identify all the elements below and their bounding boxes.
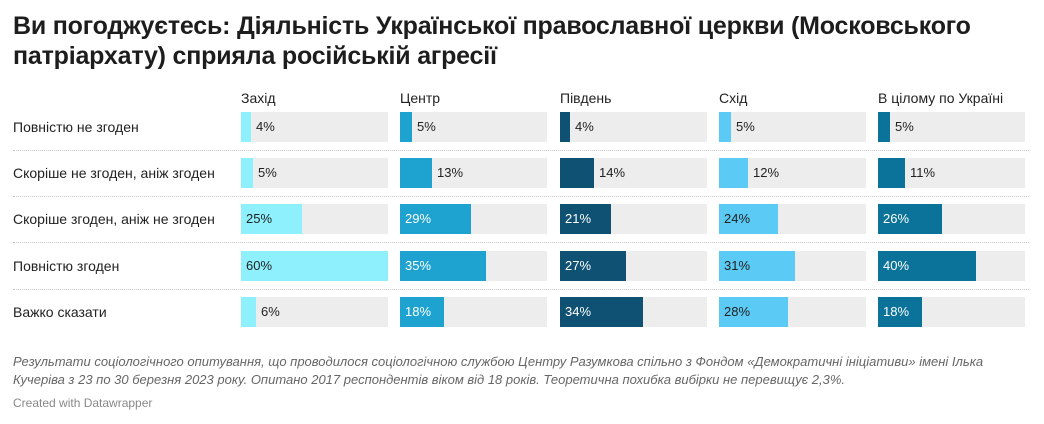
row-label: Скоріше згоден, аніж не згоден	[13, 211, 215, 227]
column-header: В цілому по Україні	[878, 90, 1004, 106]
bar	[719, 297, 788, 327]
data-label: 28%	[724, 304, 751, 319]
row-label: Скоріше не згоден, аніж згоден	[13, 165, 215, 181]
data-label: 40%	[883, 258, 910, 273]
data-label: 5%	[258, 165, 277, 180]
bar-track	[878, 112, 1025, 142]
data-label: 25%	[246, 211, 273, 226]
bar-track	[241, 112, 388, 142]
row-label: Повністю згоден	[13, 258, 120, 274]
bar-track	[241, 158, 388, 188]
data-label: 27%	[565, 258, 592, 273]
bar	[400, 251, 486, 281]
column-header: Схід	[719, 90, 748, 106]
row-separator	[13, 196, 1029, 197]
bar	[400, 204, 471, 234]
bar	[241, 112, 251, 142]
bar	[241, 297, 256, 327]
data-label: 4%	[256, 119, 275, 134]
row-separator	[13, 150, 1029, 151]
column-header: Захід	[241, 90, 276, 106]
data-label: 6%	[261, 304, 280, 319]
bar	[560, 297, 643, 327]
bar	[241, 251, 388, 281]
chart-notes: Результати соціологічного опитування, що…	[13, 354, 984, 387]
data-label: 11%	[910, 165, 936, 180]
bar	[878, 112, 890, 142]
bar	[719, 204, 778, 234]
data-label: 13%	[437, 165, 464, 180]
column-header: Центр	[400, 90, 441, 106]
bar	[719, 158, 748, 188]
data-label: 4%	[575, 119, 594, 134]
data-label: 26%	[883, 211, 910, 226]
bar-track	[560, 112, 707, 142]
bar	[560, 251, 626, 281]
bar	[878, 297, 922, 327]
row-separator	[13, 289, 1029, 290]
bar-track	[400, 112, 547, 142]
row-label: Важко сказати	[13, 304, 107, 320]
data-label: 35%	[405, 258, 432, 273]
data-label: 60%	[246, 258, 273, 273]
bar-track	[719, 112, 866, 142]
bar	[400, 112, 412, 142]
row-separator	[13, 242, 1029, 243]
bar	[560, 204, 611, 234]
bar	[400, 158, 432, 188]
data-label: 34%	[565, 304, 592, 319]
row-label: Повністю не згоден	[13, 119, 139, 135]
bar-track	[241, 297, 388, 327]
bar	[400, 297, 444, 327]
chart-title: Ви погоджуєтесь: Діяльність Української …	[13, 12, 971, 70]
bar	[241, 204, 302, 234]
data-label: 31%	[724, 258, 751, 273]
bar	[560, 158, 594, 188]
bar	[719, 251, 795, 281]
credit-line: Created with Datawrapper	[13, 396, 153, 410]
data-label: 5%	[417, 119, 436, 134]
data-label: 18%	[883, 304, 910, 319]
column-header: Південь	[560, 90, 612, 106]
data-label: 5%	[736, 119, 755, 134]
bar	[719, 112, 731, 142]
data-label: 24%	[724, 211, 751, 226]
bar	[878, 158, 905, 188]
bar	[878, 204, 942, 234]
bar	[878, 251, 976, 281]
data-label: 5%	[895, 119, 914, 134]
bar	[560, 112, 570, 142]
data-label: 29%	[405, 211, 432, 226]
bar	[241, 158, 253, 188]
data-label: 12%	[753, 165, 780, 180]
data-label: 21%	[565, 211, 592, 226]
data-label: 14%	[599, 165, 626, 180]
data-label: 18%	[405, 304, 432, 319]
